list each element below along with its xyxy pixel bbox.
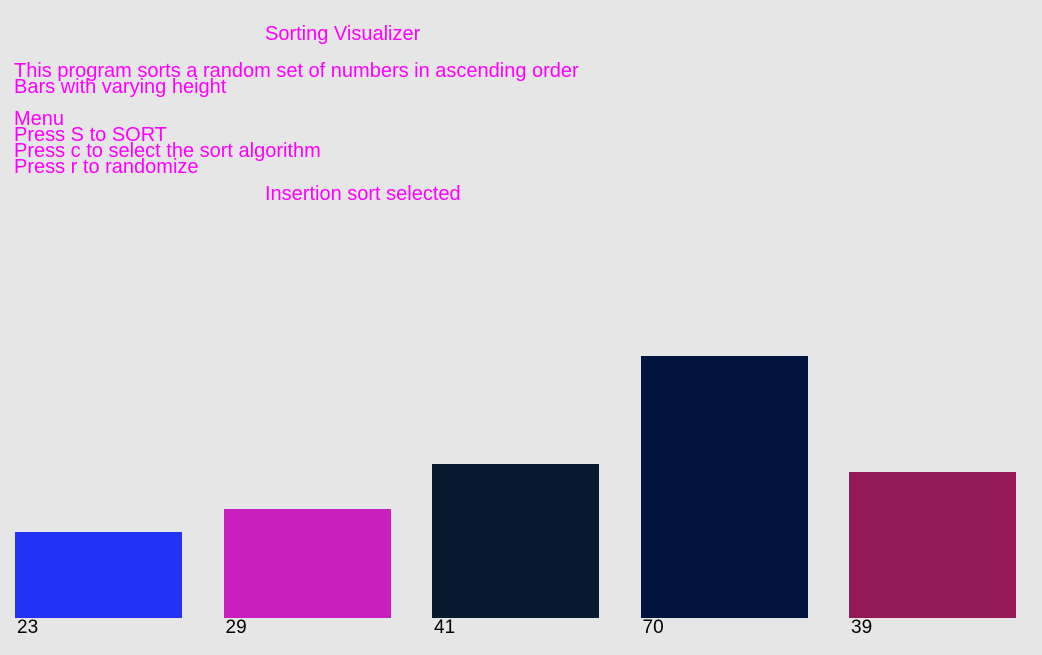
menu-select-algorithm-hint: Press c to select the sort algorithm: [14, 140, 321, 162]
description-line-2: Bars with varying height: [14, 76, 227, 98]
menu-randomize-hint: Press r to randomize: [14, 156, 199, 178]
bar-value-label-2: 29: [225, 617, 247, 638]
bar-1: [15, 531, 182, 618]
bar-value-label-4: 70: [642, 617, 664, 638]
bar-3: [432, 464, 599, 618]
app-title: Sorting Visualizer: [265, 23, 421, 45]
bar-5: [849, 471, 1016, 618]
menu-sort-hint: Press S to SORT: [14, 124, 168, 146]
description-line-1: This program sorts a random set of numbe…: [14, 60, 579, 82]
menu-instructions: Menu Press S to SORT Press c to select t…: [14, 108, 321, 178]
bar-value-label-5: 39: [851, 617, 873, 638]
bar-value-label-3: 41: [434, 617, 456, 638]
menu-heading: Menu: [14, 108, 65, 130]
bar-value-label-1: 23: [17, 617, 39, 638]
bar-2: [223, 509, 391, 618]
description: This program sorts a random set of numbe…: [14, 60, 579, 98]
selected-algorithm-status: Insertion sort selected: [265, 183, 461, 205]
bar-4: [640, 355, 808, 618]
